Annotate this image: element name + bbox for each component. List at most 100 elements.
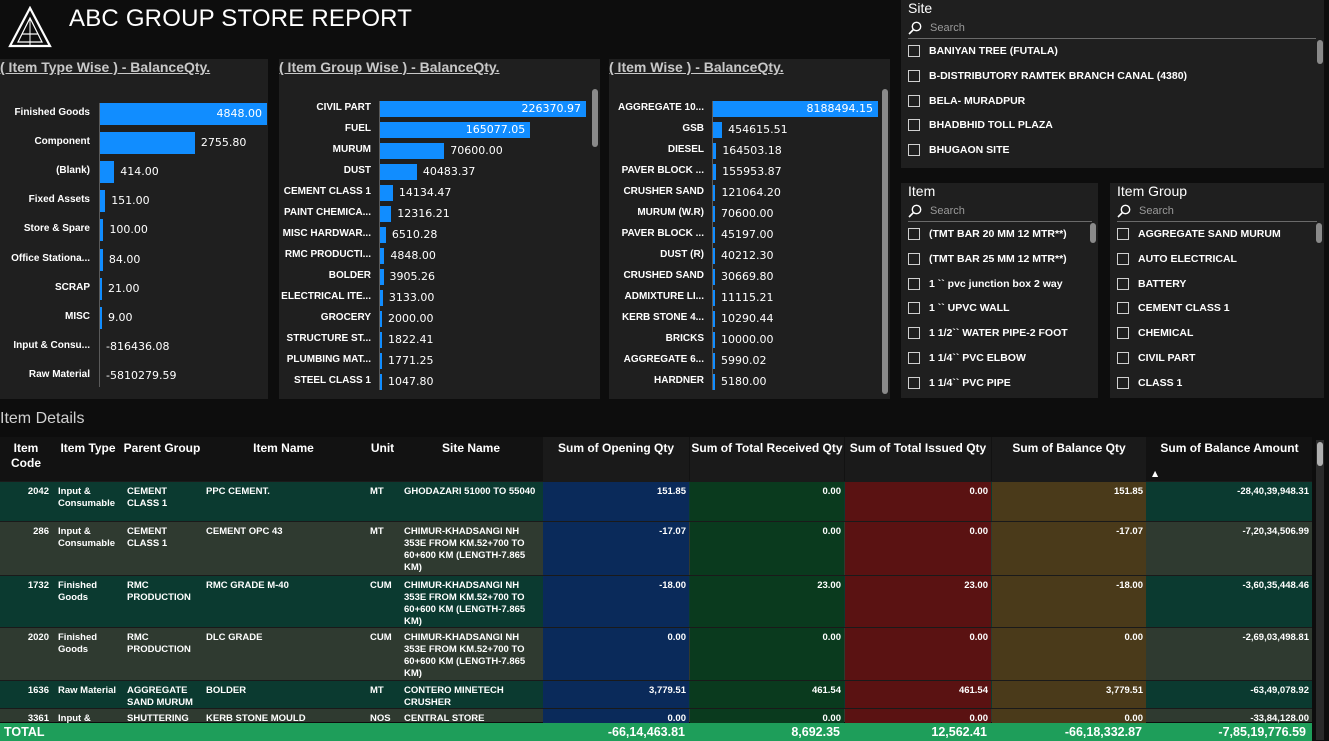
bar[interactable] — [713, 164, 717, 180]
slicer-option[interactable]: CEMENT CLASS 1 — [1117, 302, 1230, 315]
item-wise-chart[interactable]: ( Item Wise ) - BalanceQty. AGGREGATE 10… — [609, 59, 890, 399]
bar[interactable] — [713, 332, 715, 348]
slicer-option[interactable]: BHUGAON SITE — [908, 144, 1010, 157]
table-row[interactable]: 286 Input & Consumable CEMENT CLASS 1 CEMEN… — [0, 521, 1312, 576]
bar[interactable] — [100, 132, 195, 155]
item-search-input[interactable]: Search — [908, 203, 965, 219]
bar[interactable] — [713, 185, 716, 201]
checkbox[interactable] — [908, 327, 920, 340]
checkbox[interactable] — [908, 94, 920, 107]
slicer-option[interactable]: BANIYAN TREE (FUTALA) — [908, 45, 1058, 57]
slicer-option[interactable]: CHEMICAL — [1117, 327, 1193, 340]
checkbox[interactable] — [908, 45, 920, 57]
sort-ascending-icon[interactable]: ▲ — [1152, 469, 1159, 478]
checkbox[interactable] — [1117, 327, 1129, 340]
slicer-option[interactable]: 1 `` pvc junction box 2 way — [908, 277, 1063, 290]
bar[interactable] — [380, 122, 531, 138]
slicer-option[interactable]: (TMT BAR 25 MM 12 MTR**) — [908, 252, 1067, 265]
table-scrollbar-thumb[interactable] — [1317, 442, 1323, 466]
checkbox[interactable] — [908, 376, 920, 389]
column-header[interactable]: Sum of Total Issued Qty — [845, 437, 991, 481]
checkbox[interactable] — [1117, 302, 1129, 315]
checkbox[interactable] — [1117, 376, 1129, 389]
slicer-option[interactable]: (TMT BAR 20 MM 12 MTR**) — [908, 228, 1067, 240]
column-header[interactable]: Item Name — [253, 441, 314, 455]
item-group-scrollbar[interactable] — [1316, 223, 1322, 243]
item-scrollbar[interactable] — [1090, 223, 1096, 243]
slicer-option[interactable]: CLASS 1 — [1117, 376, 1182, 389]
table-scrollbar-track[interactable] — [1316, 440, 1324, 740]
column-header[interactable]: Sum of Balance Qty — [992, 437, 1146, 481]
bar[interactable] — [713, 143, 717, 159]
slicer-option[interactable]: B-DISTRIBUTORY RAMTEK BRANCH CANAL (4380… — [908, 69, 1187, 82]
chart-scrollbar[interactable] — [592, 89, 598, 147]
item-group-search-input[interactable]: Search — [1117, 203, 1174, 219]
slicer-option[interactable]: AUTO ELECTRICAL — [1117, 252, 1237, 265]
bar[interactable] — [380, 248, 385, 264]
checkbox[interactable] — [1117, 252, 1129, 265]
bar[interactable] — [380, 101, 586, 117]
column-header[interactable]: Sum of Total Received Qty — [690, 437, 844, 481]
item-group-chart[interactable]: ( Item Group Wise ) - BalanceQty. CIVIL … — [279, 59, 600, 399]
bar[interactable] — [100, 219, 104, 242]
checkbox[interactable] — [1117, 352, 1129, 364]
bar[interactable] — [713, 269, 715, 285]
checkbox[interactable] — [908, 252, 920, 265]
bar[interactable] — [380, 332, 382, 348]
bar[interactable] — [713, 227, 715, 243]
checkbox[interactable] — [908, 302, 920, 315]
checkbox[interactable] — [1117, 277, 1129, 290]
bar[interactable] — [100, 161, 115, 184]
slicer-option[interactable]: CIVIL PART — [1117, 352, 1195, 364]
chart-scrollbar[interactable] — [882, 89, 888, 394]
table-row[interactable]: 1732 Finished Goods RMC PRODUCTION RMC GRAD… — [0, 575, 1312, 628]
checkbox[interactable] — [908, 352, 920, 364]
bar[interactable] — [713, 101, 878, 117]
bar[interactable] — [713, 311, 715, 327]
slicer-option[interactable]: BHADBHID TOLL PLAZA — [908, 119, 1053, 132]
column-header[interactable]: Item Type — [60, 441, 116, 455]
column-header[interactable]: Site Name — [441, 441, 501, 455]
bar[interactable] — [380, 227, 386, 243]
bar[interactable] — [100, 306, 102, 329]
bar[interactable] — [713, 353, 715, 369]
bar[interactable] — [100, 103, 267, 125]
checkbox[interactable] — [908, 228, 920, 240]
column-header[interactable]: Sum of Balance Amount — [1160, 441, 1299, 455]
column-header[interactable]: Sum of Opening Qty — [543, 437, 689, 481]
bar[interactable] — [380, 206, 392, 222]
table-row[interactable]: 2042 Input & Consumable CEMENT CLASS 1 PPC … — [0, 481, 1312, 522]
column-header[interactable]: Item Code — [11, 441, 41, 470]
checkbox[interactable] — [908, 277, 920, 290]
bar[interactable] — [100, 190, 106, 213]
bar[interactable] — [713, 248, 715, 264]
checkbox[interactable] — [908, 144, 920, 157]
site-search-input[interactable]: Search — [908, 20, 965, 36]
table-row[interactable]: 3361 Input & SHUTTERING KERB STONE MOULD NOS… — [0, 708, 1312, 723]
checkbox[interactable] — [908, 69, 920, 82]
bar[interactable] — [100, 248, 103, 271]
checkbox[interactable] — [1117, 228, 1129, 240]
slicer-option[interactable]: BELA- MURADPUR — [908, 94, 1025, 107]
slicer-option[interactable]: 1 1/4`` PVC PIPE — [908, 376, 1011, 389]
slicer-option[interactable]: 1 `` UPVC WALL — [908, 302, 1010, 315]
bar[interactable] — [380, 185, 393, 201]
table-row[interactable]: 2020 Finished Goods RMC PRODUCTION DLC GRAD… — [0, 627, 1312, 681]
bar[interactable] — [380, 290, 383, 306]
column-header[interactable]: Parent Group — [123, 441, 201, 455]
table-row[interactable]: 1636 Raw Material AGGREGATE SAND MURUM BOLD… — [0, 680, 1312, 709]
bar[interactable] — [713, 122, 723, 138]
bar[interactable] — [713, 290, 715, 306]
checkbox[interactable] — [908, 119, 920, 132]
slicer-option[interactable]: BATTERY — [1117, 277, 1186, 290]
bar[interactable] — [380, 269, 384, 285]
slicer-option[interactable]: 1 1/2`` WATER PIPE-2 FOOT — [908, 327, 1068, 340]
item-type-chart[interactable]: ( Item Type Wise ) - BalanceQty. Finishe… — [0, 59, 268, 399]
bar[interactable] — [100, 277, 102, 300]
bar[interactable] — [713, 206, 715, 222]
bar[interactable] — [380, 353, 382, 369]
bar[interactable] — [380, 374, 382, 390]
slicer-option[interactable]: AGGREGATE SAND MURUM — [1117, 228, 1281, 240]
bar[interactable] — [380, 311, 382, 327]
bar[interactable] — [713, 374, 715, 390]
